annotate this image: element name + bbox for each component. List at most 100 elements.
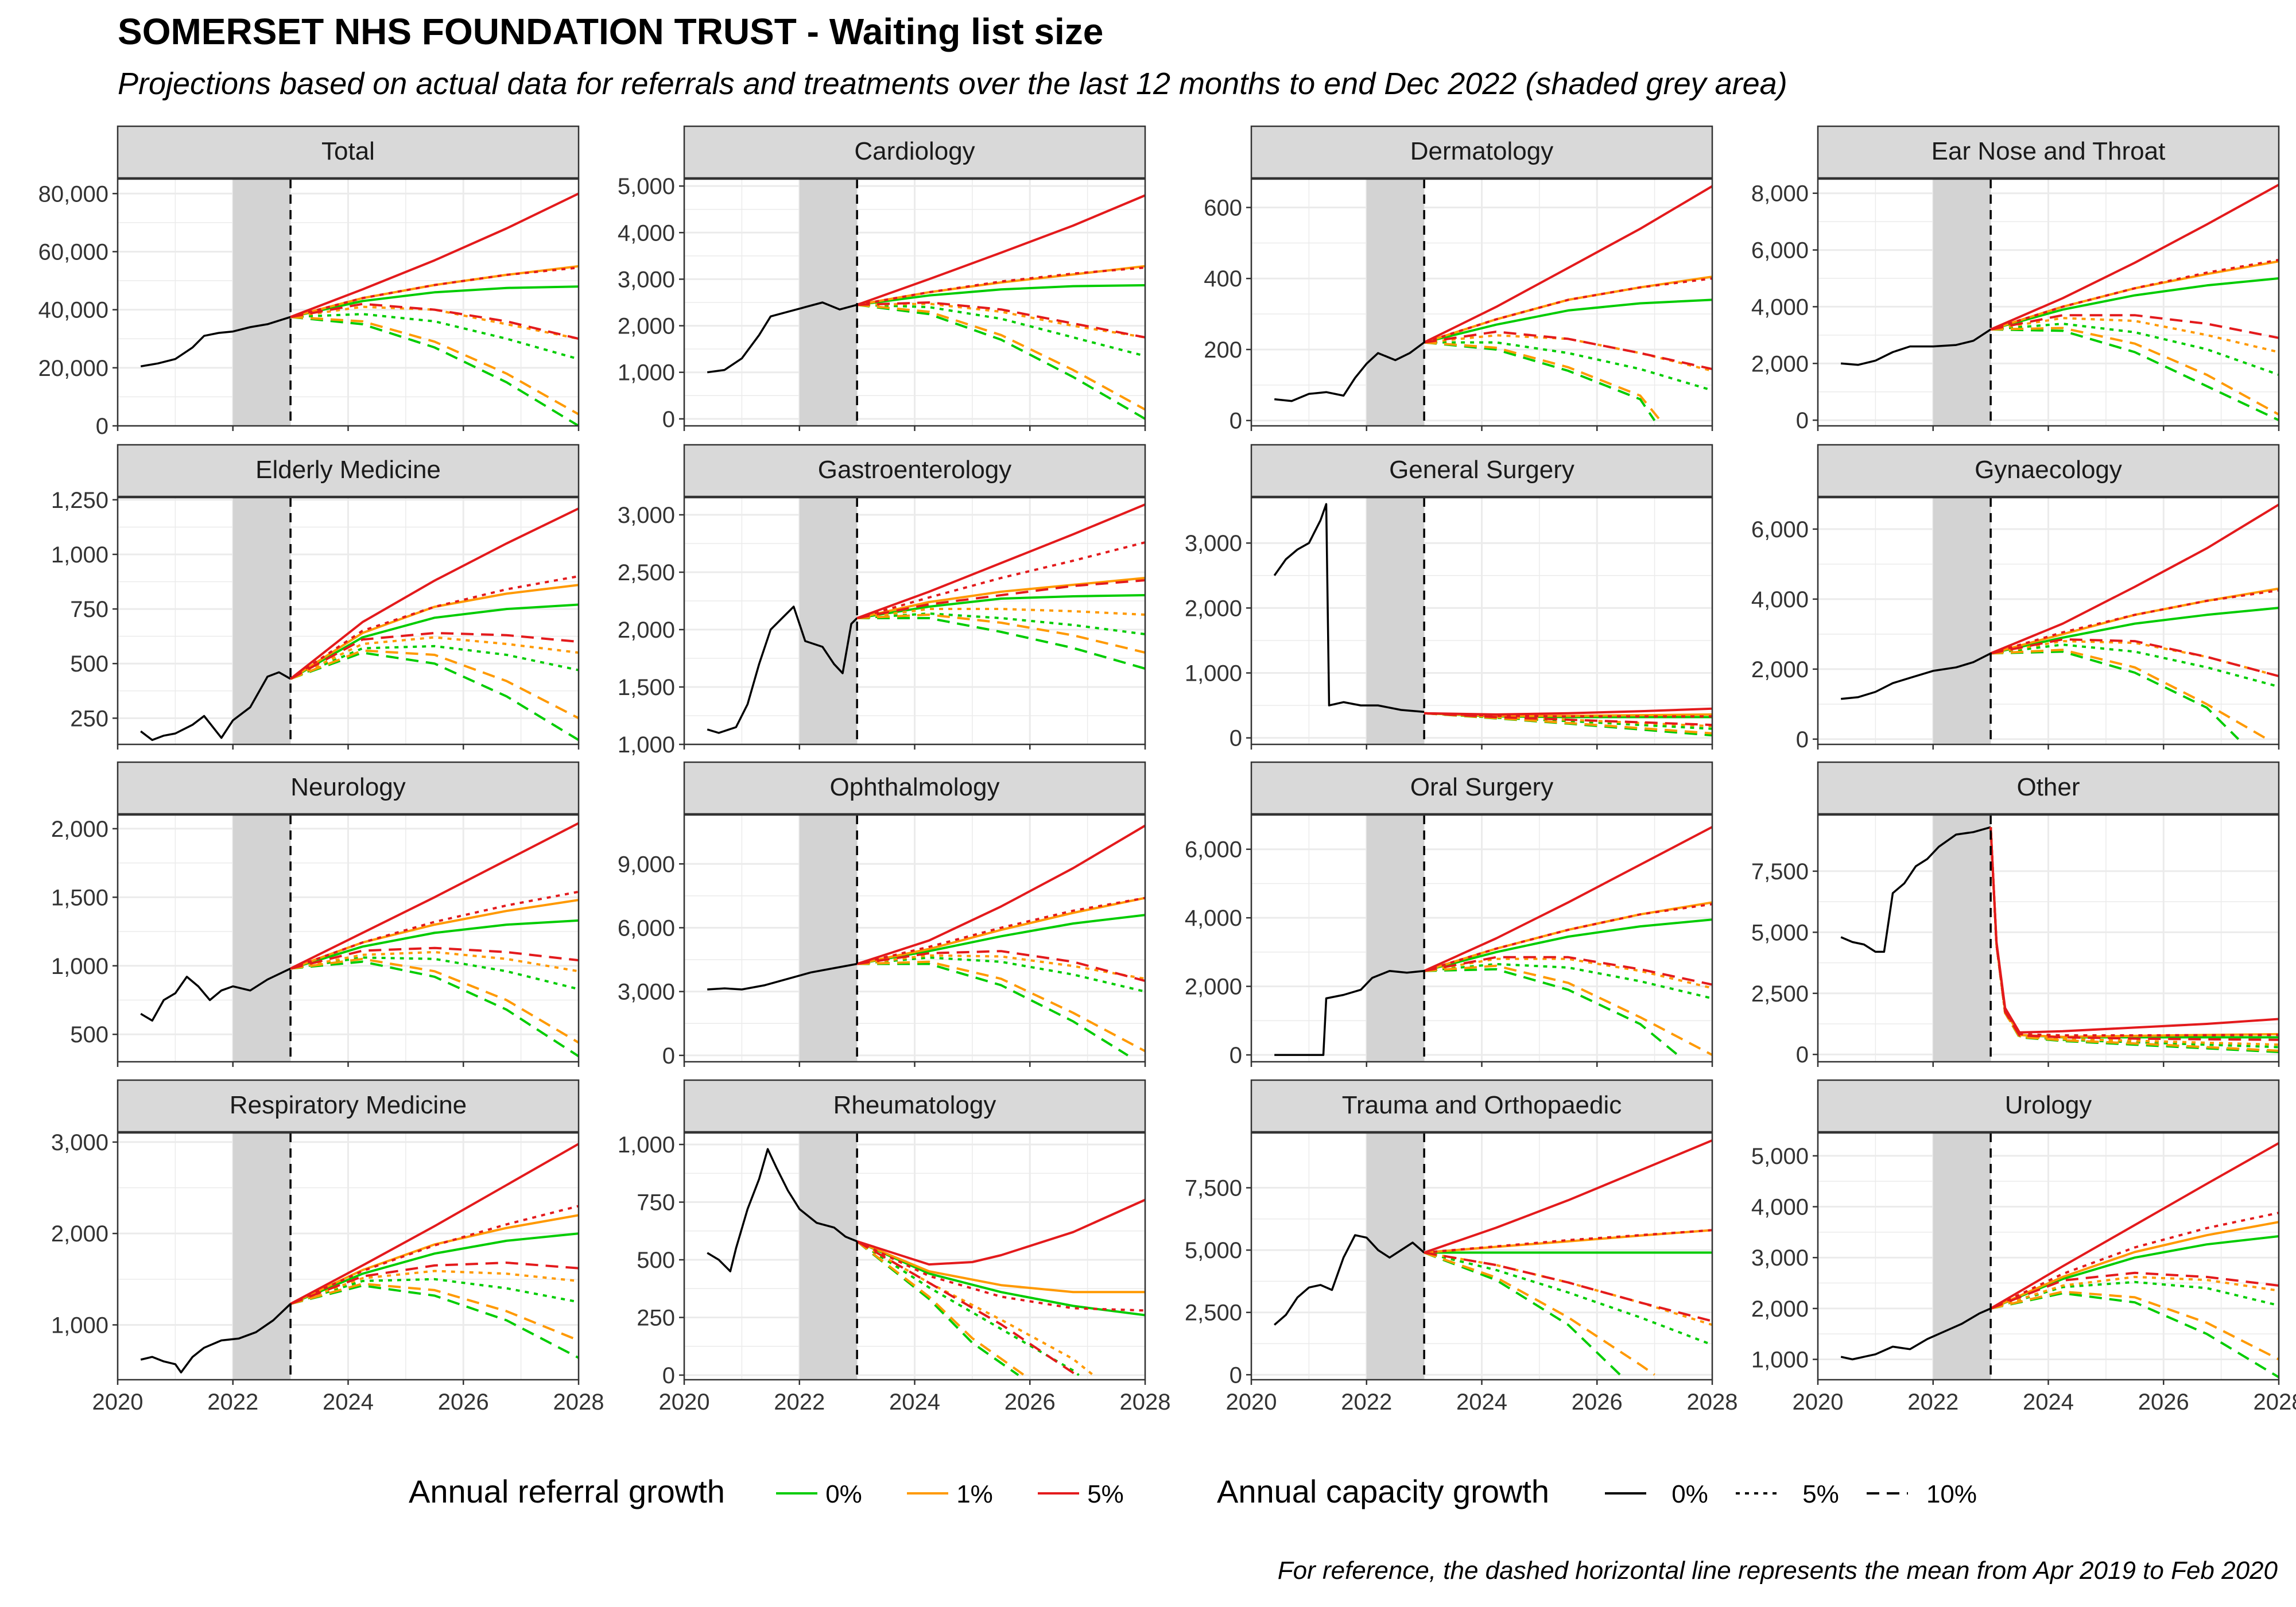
projection-line-1pct-solid <box>1990 1221 2279 1310</box>
projection-line-0pct-solid <box>290 603 579 680</box>
projection-line-1pct-solid <box>856 1240 1145 1294</box>
facet-strip <box>683 125 1146 179</box>
projection-line-0pct-dashed <box>290 960 579 1058</box>
projection-line-0pct-dashed <box>1424 968 1679 1056</box>
y-tick-label: 7,500 <box>1185 1176 1242 1201</box>
y-tick-label: 1,000 <box>618 360 675 386</box>
chart-caption: For reference, the dashed horizontal lin… <box>1277 1556 2278 1585</box>
panel-oral-surgery: Oral Surgery 0 2,000 4,000 6,000 <box>1185 761 1713 1068</box>
chart-title: SOMERSET NHS FOUNDATION TRUST - Waiting … <box>118 11 1104 52</box>
projection-line-0pct-dotted <box>1424 341 1712 392</box>
panel-gynaecology: Gynaecology 0 2,000 4,000 6,000 <box>1751 444 2280 752</box>
projection-line-0pct-dotted <box>856 956 1145 993</box>
projection-line-5pct-solid <box>856 503 1145 619</box>
projection-line-5pct-dotted <box>1424 1229 1712 1254</box>
projection-line-5pct-dotted <box>856 541 1145 619</box>
y-tick-label: 3,000 <box>51 1130 108 1155</box>
projection-line-1pct-solid <box>290 899 579 970</box>
legend-label-referral: 5% <box>1087 1480 1124 1508</box>
facet-strip <box>1817 444 2280 498</box>
y-tick-label: 0 <box>1796 1042 1809 1068</box>
facet-strip <box>683 1079 1146 1133</box>
panel-dermatology: Dermatology 0 200 400 600 <box>1204 125 1713 434</box>
y-tick-label: 9,000 <box>618 852 675 877</box>
y-tick-label: 3,000 <box>618 503 675 528</box>
facet-strip <box>1250 125 1713 179</box>
projection-line-5pct-solid <box>856 824 1145 965</box>
projection-line-1pct-dashed <box>290 316 579 416</box>
shaded-period <box>1933 498 1991 744</box>
projection-line-0pct-dashed <box>290 316 579 426</box>
projection-line-0pct-dashed <box>290 1284 579 1359</box>
facet-strip-label: Dermatology <box>1410 137 1553 165</box>
y-tick-label: 6,000 <box>1751 238 1809 263</box>
projection-line-1pct-dashed <box>1991 327 2279 416</box>
projection-line-0pct-solid <box>1424 918 1712 972</box>
facet-strip-label: Urology <box>2005 1091 2092 1119</box>
facet-strip-label: Trauma and Orthopaedic <box>1342 1091 1622 1119</box>
facet-strip-label: Total <box>321 137 375 165</box>
y-tick-label: 4,000 <box>1751 587 1809 612</box>
projection-line-5pct-dashed <box>1424 1251 1712 1322</box>
y-tick-label: 0 <box>1230 1363 1242 1388</box>
panel-ear-nose-and-throat: Ear Nose and Throat 0 2,000 4,000 6,000 8,000 <box>1751 125 2280 433</box>
facet-strip-label: Respiratory Medicine <box>230 1091 467 1119</box>
projection-line-5pct-dotted <box>1990 589 2279 655</box>
shaded-period <box>232 815 291 1062</box>
y-tick-label: 500 <box>70 1022 108 1047</box>
projection-line-1pct-dotted <box>1990 1275 2279 1310</box>
y-tick-label: 5,000 <box>618 174 675 199</box>
y-tick-label: 3,000 <box>618 267 675 292</box>
y-tick-label: 2,000 <box>1185 596 1242 621</box>
panel-ophthalmology: Ophthalmology 0 3,000 6,000 9,000 <box>618 761 1146 1069</box>
panel-neurology: Neurology 500 1,000 1,500 2,000 <box>51 761 580 1067</box>
x-tick-label: 2024 <box>1456 1389 1507 1415</box>
projection-line-5pct-dashed <box>856 1240 1077 1376</box>
y-tick-label: 60,000 <box>38 239 108 265</box>
y-tick-label: 400 <box>1204 266 1242 292</box>
y-tick-label: 250 <box>637 1305 675 1330</box>
projection-line-1pct-solid <box>856 577 1145 619</box>
chart-subtitle: Projections based on actual data for ref… <box>118 67 1787 101</box>
facet-strip <box>117 761 580 815</box>
shaded-period <box>1933 179 1991 426</box>
projection-line-0pct-dashed <box>1991 650 2240 740</box>
projection-line-5pct-dashed <box>290 1261 579 1305</box>
projection-line-5pct-dashed <box>856 579 1145 619</box>
projection-line-1pct-dotted <box>856 954 1145 980</box>
projection-line-5pct-dashed <box>290 302 579 340</box>
y-tick-label: 6,000 <box>1751 517 1809 542</box>
y-tick-label: 2,000 <box>1751 1297 1809 1322</box>
y-tick-label: 2,000 <box>618 618 675 643</box>
legend-capacity-title: Annual capacity growth <box>1217 1473 1549 1509</box>
y-tick-label: 5,000 <box>1751 1144 1809 1169</box>
projection-line-0pct-solid <box>1990 277 2279 331</box>
panel-trauma-and-orthopaedic: Trauma and Orthopaedic 0 2,500 5,000 7,500 20… <box>1185 1079 1737 1415</box>
projection-line-5pct-dashed <box>1990 1271 2279 1310</box>
legend-label-capacity: 5% <box>1802 1480 1839 1508</box>
projection-line-5pct-solid <box>1989 827 2279 1034</box>
projection-line-5pct-solid <box>1424 707 1712 716</box>
projection-line-5pct-solid <box>290 822 579 970</box>
projection-line-0pct-dashed <box>857 962 1128 1057</box>
shaded-period <box>799 179 858 426</box>
x-tick-label: 2026 <box>438 1389 489 1415</box>
x-tick-label: 2024 <box>2023 1389 2074 1415</box>
x-tick-label: 2024 <box>889 1389 940 1415</box>
shaded-period <box>1366 1133 1425 1380</box>
y-tick-label: 6,000 <box>1185 837 1242 863</box>
legend-referral-title: Annual referral growth <box>409 1473 725 1509</box>
facet-strip <box>1250 1079 1713 1133</box>
panel-gastroenterology: Gastroenterology 1,000 1,500 2,000 2,500 3,00… <box>618 444 1146 758</box>
projection-line-5pct-solid <box>290 1143 579 1305</box>
projection-line-5pct-dotted <box>290 266 579 319</box>
y-tick-label: 2,500 <box>618 560 675 585</box>
panel-rheumatology: Rheumatology 0 250 500 750 1,000 2020 2022 2024 2… <box>618 1079 1171 1415</box>
y-tick-label: 4,000 <box>618 220 675 246</box>
y-tick-label: 5,000 <box>1751 920 1809 945</box>
projection-line-5pct-dotted <box>856 266 1145 306</box>
projection-line-5pct-dotted <box>1424 903 1712 972</box>
x-tick-label: 2028 <box>1120 1389 1171 1415</box>
facet-strip <box>1817 125 2280 179</box>
projection-line-1pct-dashed <box>290 649 579 720</box>
